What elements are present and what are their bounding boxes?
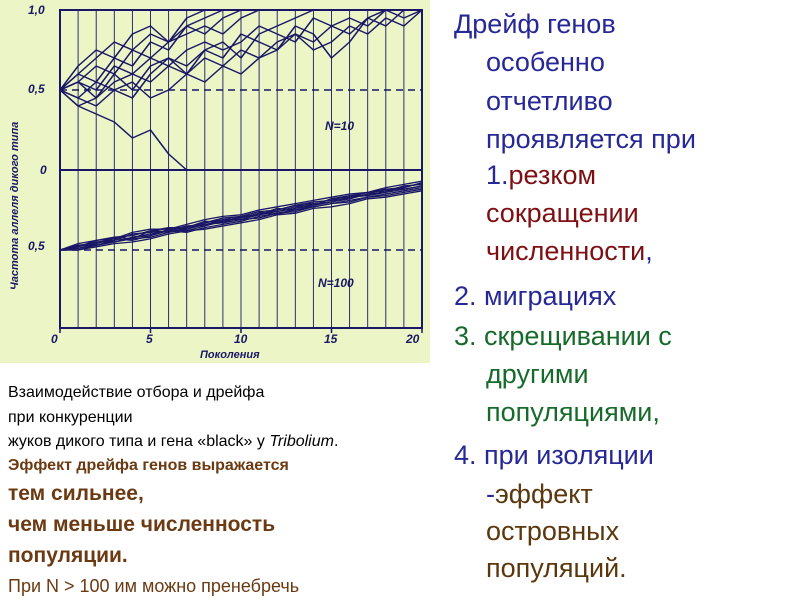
y-tick-label-0-5-upper: 0,5 <box>28 82 45 96</box>
item-1-text-a: резком <box>508 160 597 190</box>
item-1-line-3: численности, <box>486 238 653 265</box>
intro-line-2: особенно <box>486 47 605 77</box>
series-line-panel-1-8 <box>59 9 422 99</box>
y-tick-label-1-0: 1,0 <box>28 3 45 17</box>
series-line-panel-1-7 <box>59 89 422 171</box>
caption-genus: Tribolium <box>269 433 334 450</box>
item-1-line-1: 1.резком <box>486 162 596 189</box>
item-4-line-4: популяций. <box>486 553 627 583</box>
series-line-panel-2-4 <box>60 190 423 251</box>
caption-line-3-prefix: жуков дикого типа и гена «black» у <box>8 433 270 450</box>
x-tick-label-5: 5 <box>146 332 153 346</box>
chart-panel: 1,0 0,5 0 0,5 0 5 10 15 20 Поколения Час… <box>0 0 430 363</box>
series-line-panel-2-10 <box>60 183 423 251</box>
item-4-text-b: эффект <box>495 479 593 509</box>
y-tick-label-0-5-lower: 0,5 <box>28 239 45 253</box>
item-1-number: 1. <box>486 160 509 190</box>
y-axis-label: Частота аллеля дикого типа <box>9 122 21 290</box>
series-line-panel-1-10 <box>59 9 423 91</box>
item-1-comma: , <box>645 236 653 266</box>
caption-line-7: популяции. <box>8 544 128 567</box>
series-line-panel-1-6 <box>59 9 423 107</box>
caption-line-3-suffix: . <box>333 433 339 450</box>
intro-line-3: отчетливо <box>486 86 613 116</box>
series-line-panel-1-9 <box>59 9 422 91</box>
chart-svg: 1,0 0,5 0 0,5 0 5 10 15 20 Поколения Час… <box>9 3 423 361</box>
caption-line-2: при конкуренции <box>8 409 133 426</box>
item-4-dash: - <box>486 479 495 509</box>
x-tick-label-20: 20 <box>405 332 420 346</box>
series-layer <box>59 9 423 251</box>
item-1-line-2: сокращении <box>486 198 639 228</box>
caption-line-8: При N > 100 им можно пренебречь <box>8 576 300 596</box>
right-text-panel: Дрейф генов особенно отчетливо проявляет… <box>440 0 800 600</box>
item-2: 2. миграциях <box>454 281 617 311</box>
item-3-line-3: популяциями, <box>486 397 660 427</box>
grid-layer <box>77 10 405 328</box>
item-4-line-1: 4. при изоляции <box>454 440 654 470</box>
item-1-text-c: численности <box>486 236 646 266</box>
intro-line-1: Дрейф генов <box>454 9 616 39</box>
tick-layer <box>59 328 423 333</box>
annotation-n10: N=10 <box>325 119 354 133</box>
reference-lines <box>60 89 422 251</box>
item-3-line-1: 3. скрещивании с <box>454 321 672 351</box>
x-tick-label-0: 0 <box>51 332 58 346</box>
y-tick-label-0: 0 <box>40 163 47 177</box>
item-4-line-2: -эффект <box>486 481 593 508</box>
caption-line-4: Эффект дрейфа генов выражается <box>8 457 289 474</box>
x-tick-label-15: 15 <box>324 332 338 346</box>
x-tick-label-10: 10 <box>234 332 248 346</box>
x-axis-label: Поколения <box>200 349 260 361</box>
annotation-n100: N=100 <box>318 276 354 290</box>
caption-line-1: Взаимодействие отбора и дрейфа <box>8 384 265 401</box>
caption-line-5: тем сильнее, <box>8 482 144 505</box>
chart-caption: Взаимодействие отбора и дрейфа при конку… <box>0 378 430 600</box>
intro-line-4: проявляется при <box>486 124 696 154</box>
item-4-line-3: островных <box>486 516 620 546</box>
caption-line-3: жуков дикого типа и гена «black» у Tribo… <box>8 433 338 451</box>
caption-line-6: чем меньше численность <box>8 513 276 536</box>
item-3-line-2: другими <box>486 359 589 389</box>
series-line-panel-2-5 <box>59 180 423 251</box>
